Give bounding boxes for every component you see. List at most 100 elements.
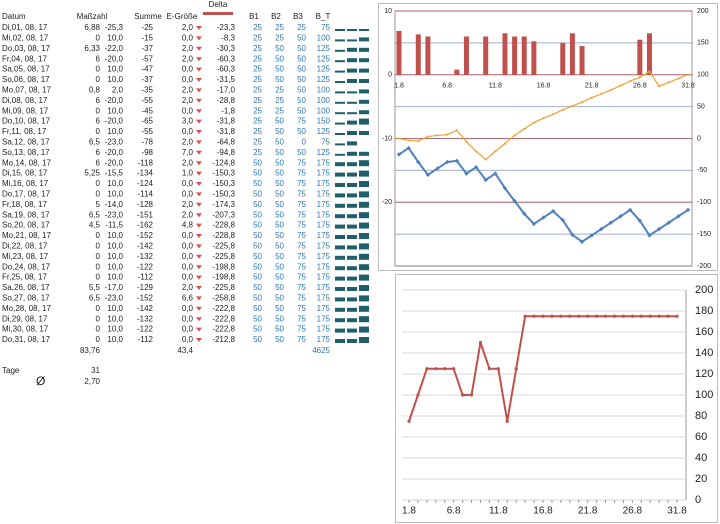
cell: 0,0	[182, 65, 194, 74]
cell: Di,29, 08, 17	[2, 314, 48, 323]
cell: 50	[275, 127, 284, 136]
point	[571, 104, 574, 108]
data-bar-icon	[335, 266, 345, 271]
point	[550, 314, 554, 318]
cell: 50	[253, 169, 262, 178]
cell: -225,8	[212, 283, 235, 292]
cell: 75	[297, 210, 306, 219]
cell: 0,0	[182, 127, 194, 136]
data-bar-icon	[359, 326, 369, 333]
data-bar-icon	[359, 118, 369, 125]
data-bar-icon	[335, 70, 345, 73]
cell: 50	[297, 86, 306, 95]
bar	[531, 41, 537, 75]
cell: 75	[297, 179, 306, 188]
point	[455, 128, 459, 132]
data-bar-icon	[359, 222, 369, 229]
cell: -228,8	[212, 231, 235, 240]
cell: So,20, 08, 17	[2, 221, 50, 230]
data-bar-icon	[347, 112, 357, 115]
cell: Do,10, 08, 17	[2, 117, 51, 126]
cell: 1,0	[182, 169, 194, 178]
point	[599, 226, 604, 232]
point	[434, 367, 438, 371]
cell: 0,0	[182, 190, 194, 199]
point	[603, 314, 608, 318]
cell: 6	[96, 158, 101, 167]
point	[667, 81, 671, 84]
cell: 75	[297, 190, 306, 199]
y2-tick-label: 150	[697, 40, 709, 47]
trend-icon	[196, 78, 202, 82]
data-bar-icon	[335, 318, 345, 323]
cell: -14,0	[105, 200, 124, 209]
cell: 25	[297, 23, 306, 32]
cell: 0,0	[182, 304, 194, 313]
cell: 3,0	[182, 117, 194, 126]
bar	[463, 36, 469, 75]
y-tick-label: 200	[695, 284, 713, 296]
cell: 0	[96, 262, 101, 271]
x-tick-label: 16.8	[533, 506, 553, 517]
bar	[646, 33, 652, 75]
data-bar-icon	[335, 193, 345, 198]
x-tick-label: 16.8	[537, 83, 551, 90]
cell: -20,0	[105, 54, 124, 63]
cell: 75	[297, 304, 306, 313]
cell: 100	[317, 34, 331, 43]
data-bar-icon	[347, 297, 357, 302]
cell: -222,8	[212, 304, 235, 313]
data-bar-icon	[359, 160, 369, 167]
x-tick-label: 6.8	[442, 83, 452, 90]
cell: -78	[141, 138, 153, 147]
column-header: B1	[249, 12, 259, 21]
point	[487, 367, 491, 371]
cell: 2,0	[182, 200, 194, 209]
point	[454, 158, 459, 164]
cell: -31,8	[217, 117, 236, 126]
y-tick-label: 140	[695, 347, 713, 359]
data-bar-icon	[335, 287, 345, 291]
point	[685, 207, 691, 213]
point	[628, 207, 633, 213]
data-bar-icon	[335, 328, 345, 333]
cell: 50	[253, 283, 262, 292]
cell: 125	[317, 75, 331, 84]
cell: 50	[253, 221, 262, 230]
data-bar-icon	[359, 243, 369, 250]
cell: 25	[253, 138, 262, 147]
cell: 50	[275, 117, 284, 126]
delta-bar	[203, 12, 233, 15]
x-tick-label: 11.8	[489, 506, 508, 517]
bar	[454, 69, 460, 75]
cell: -55	[141, 127, 153, 136]
point	[628, 79, 632, 83]
data-bar-icon	[335, 81, 345, 83]
point	[406, 145, 411, 151]
point	[542, 116, 545, 120]
cell: -150,3	[212, 179, 235, 188]
point	[474, 149, 478, 153]
cell: So,13, 08, 17	[2, 148, 50, 157]
data-bar-icon	[335, 203, 345, 208]
data-bar-icon	[359, 233, 369, 239]
cell: 0,0	[182, 252, 194, 261]
cell: 50	[253, 252, 262, 261]
data-bar-icon	[347, 339, 357, 343]
data-bar-icon	[347, 328, 357, 333]
bar	[512, 36, 518, 75]
trend-icon	[196, 130, 202, 134]
cell: 0	[96, 314, 101, 323]
cell: 0	[96, 231, 101, 240]
data-bar-icon	[347, 318, 357, 323]
trend-icon	[196, 182, 202, 186]
cell: 2,0	[182, 283, 194, 292]
cell: Do,03, 08, 17	[2, 44, 51, 53]
cell: 6,33	[84, 44, 100, 53]
cell: 175	[317, 325, 331, 334]
cell: 2,0	[182, 158, 194, 167]
data-bar-icon	[359, 274, 369, 281]
cell: Di,01, 08, 17	[2, 23, 48, 32]
cell: 5,5	[89, 283, 101, 292]
cell: -150,3	[212, 190, 235, 199]
